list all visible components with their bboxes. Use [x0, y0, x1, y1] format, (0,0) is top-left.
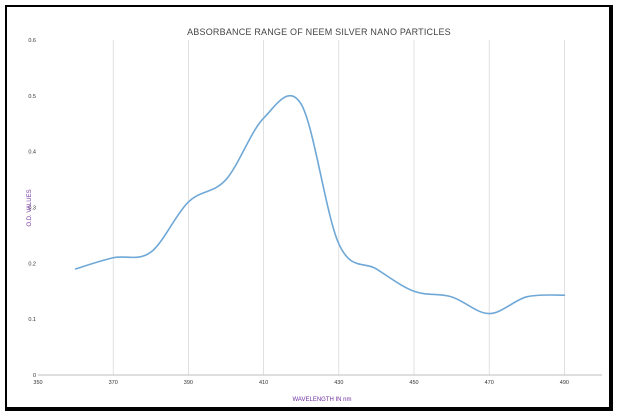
y-tick-label: 0.6 [28, 38, 36, 44]
x-tick-label: 350 [33, 380, 42, 386]
x-axis-label: WAVELENGTH IN nm [292, 397, 351, 403]
x-tick-label: 430 [334, 380, 343, 386]
y-tick-label: 0.4 [28, 150, 36, 156]
x-tick-label: 450 [409, 380, 418, 386]
y-tick-labels: 0 0.1 0.2 0.3 0.4 0.5 0.6 [28, 38, 36, 379]
y-tick-label: 0.5 [28, 94, 36, 100]
series-line-0 [74, 94, 566, 315]
x-tick-label: 370 [109, 380, 118, 386]
x-tick-label: 490 [560, 380, 569, 386]
y-tick-label: 0 [33, 373, 36, 379]
series-layer [74, 94, 566, 315]
x-tick-labels: 350 370 390 410 430 450 470 490 [33, 380, 569, 386]
y-axis-label: O.D. VALUES [27, 189, 33, 226]
x-tick-label: 470 [485, 380, 494, 386]
grid-layer [112, 40, 565, 375]
x-tick-label: 410 [259, 380, 268, 386]
x-tick-label: 390 [184, 380, 193, 386]
chart-title: ABSORBANCE RANGE OF NEEM SILVER NANO PAR… [187, 27, 451, 37]
chart-frame [5, 5, 613, 411]
y-tick-label: 0.1 [28, 317, 36, 323]
y-tick-label: 0.3 [28, 206, 36, 212]
y-tick-label: 0.2 [28, 261, 36, 267]
